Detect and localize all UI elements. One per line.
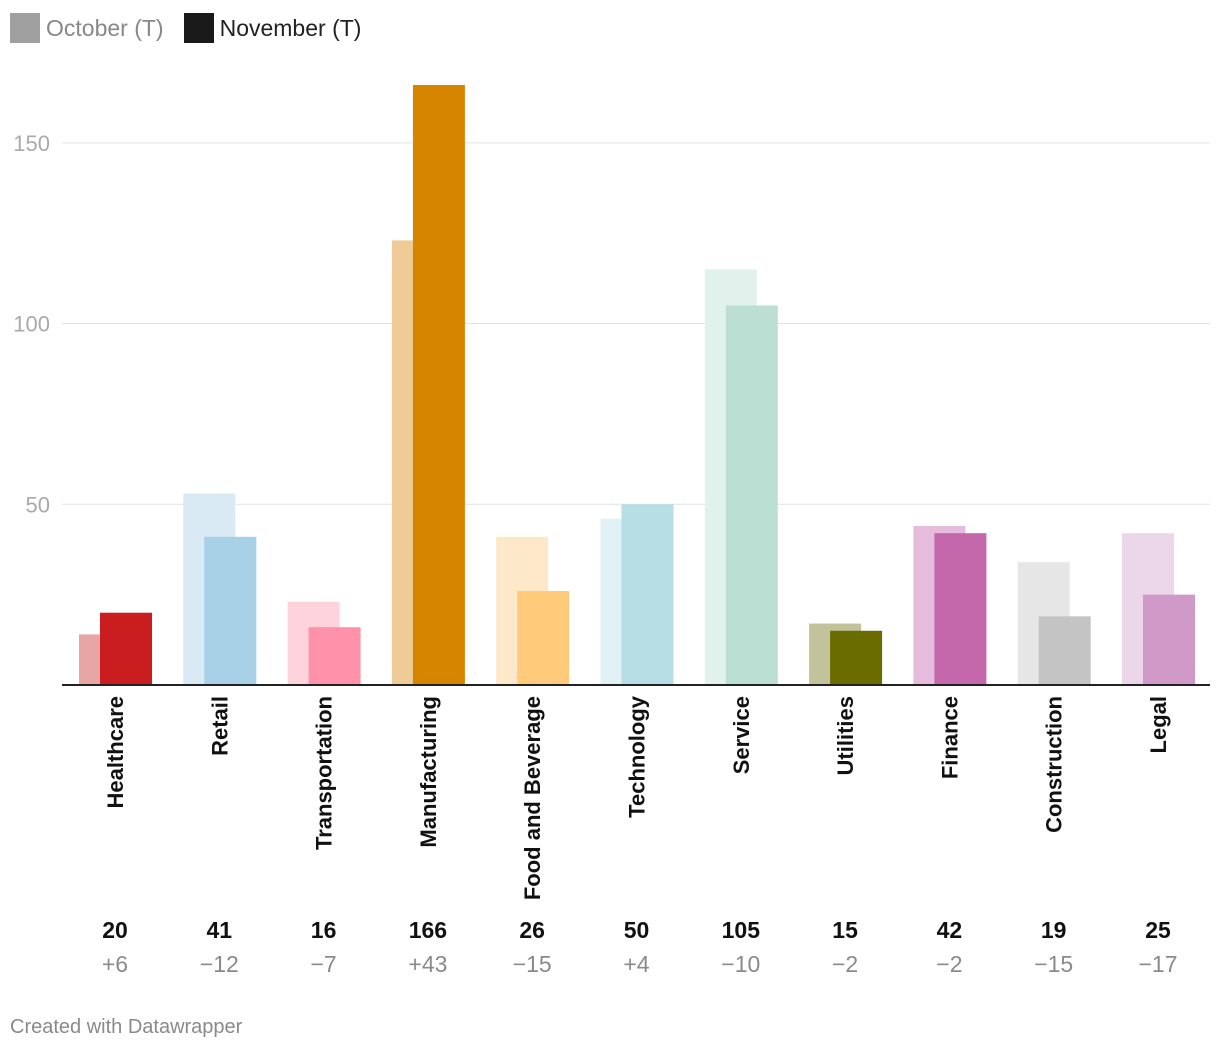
bar-november-manufacturing <box>412 85 465 685</box>
bar-november-food-and-beverage <box>517 591 570 685</box>
change-label-transportation: −7 <box>310 951 336 977</box>
change-label-manufacturing: +43 <box>408 951 447 977</box>
legend-label-november: November (T) <box>219 14 362 41</box>
bar-november-technology <box>621 504 674 685</box>
bar-november-construction <box>1038 616 1091 685</box>
category-label-transportation: Transportation <box>312 696 337 850</box>
category-label-manufacturing: Manufacturing <box>416 696 441 848</box>
category-label-finance: Finance <box>937 696 962 779</box>
value-label-construction: 19 <box>1041 917 1067 943</box>
value-label-transportation: 16 <box>311 917 337 943</box>
value-label-service: 105 <box>722 917 761 943</box>
change-label-utilities: −2 <box>832 951 858 977</box>
category-label-legal: Legal <box>1146 696 1171 753</box>
legend-swatch-october <box>10 13 40 43</box>
y-tick-label-150: 150 <box>13 131 50 156</box>
value-label-utilities: 15 <box>832 917 858 943</box>
bar-november-utilities <box>830 630 883 685</box>
footer-credit: Created with Datawrapper <box>10 1016 243 1038</box>
value-label-manufacturing: 166 <box>409 917 447 943</box>
category-label-construction: Construction <box>1042 696 1067 833</box>
value-label-finance: 42 <box>937 917 963 943</box>
category-label-utilities: Utilities <box>833 696 858 775</box>
legend-item-november[interactable]: November (T) <box>183 13 362 43</box>
bar-november-transportation <box>308 627 361 685</box>
category-label-service: Service <box>729 696 754 774</box>
change-label-food-and-beverage: −15 <box>513 951 552 977</box>
bar-november-healthcare <box>100 612 152 685</box>
value-label-technology: 50 <box>624 917 650 943</box>
bar-chart: 50 100 150 Healthcare 20 +6 Retail 41 −12 Transpo… <box>13 85 1210 977</box>
legend-item-october[interactable]: October (T) <box>10 13 164 43</box>
change-label-construction: −15 <box>1034 951 1073 977</box>
change-label-finance: −2 <box>936 951 962 977</box>
y-tick-label-50: 50 <box>26 492 50 517</box>
bar-november-service <box>725 305 778 685</box>
change-label-legal: −17 <box>1138 951 1177 977</box>
legend-swatch-november <box>183 13 214 43</box>
change-label-healthcare: +6 <box>102 951 128 977</box>
bar-november-legal <box>1143 594 1195 685</box>
value-label-food-and-beverage: 26 <box>519 917 545 943</box>
value-label-retail: 41 <box>207 917 233 943</box>
change-label-service: −10 <box>721 951 760 977</box>
change-label-retail: −12 <box>200 951 239 977</box>
category-label-food-and-beverage: Food and Beverage <box>520 696 545 900</box>
legend-label-october: October (T) <box>46 14 164 41</box>
value-label-healthcare: 20 <box>102 917 128 943</box>
change-label-technology: +4 <box>623 951 649 977</box>
value-label-legal: 25 <box>1145 917 1171 943</box>
bar-november-finance <box>934 533 987 685</box>
bar-november-retail <box>204 536 257 685</box>
y-tick-label-100: 100 <box>13 312 50 337</box>
category-label-technology: Technology <box>625 695 650 818</box>
category-label-retail: Retail <box>207 696 232 756</box>
category-label-healthcare: Healthcare <box>103 696 128 809</box>
legend: October (T) November (T) <box>10 12 381 44</box>
